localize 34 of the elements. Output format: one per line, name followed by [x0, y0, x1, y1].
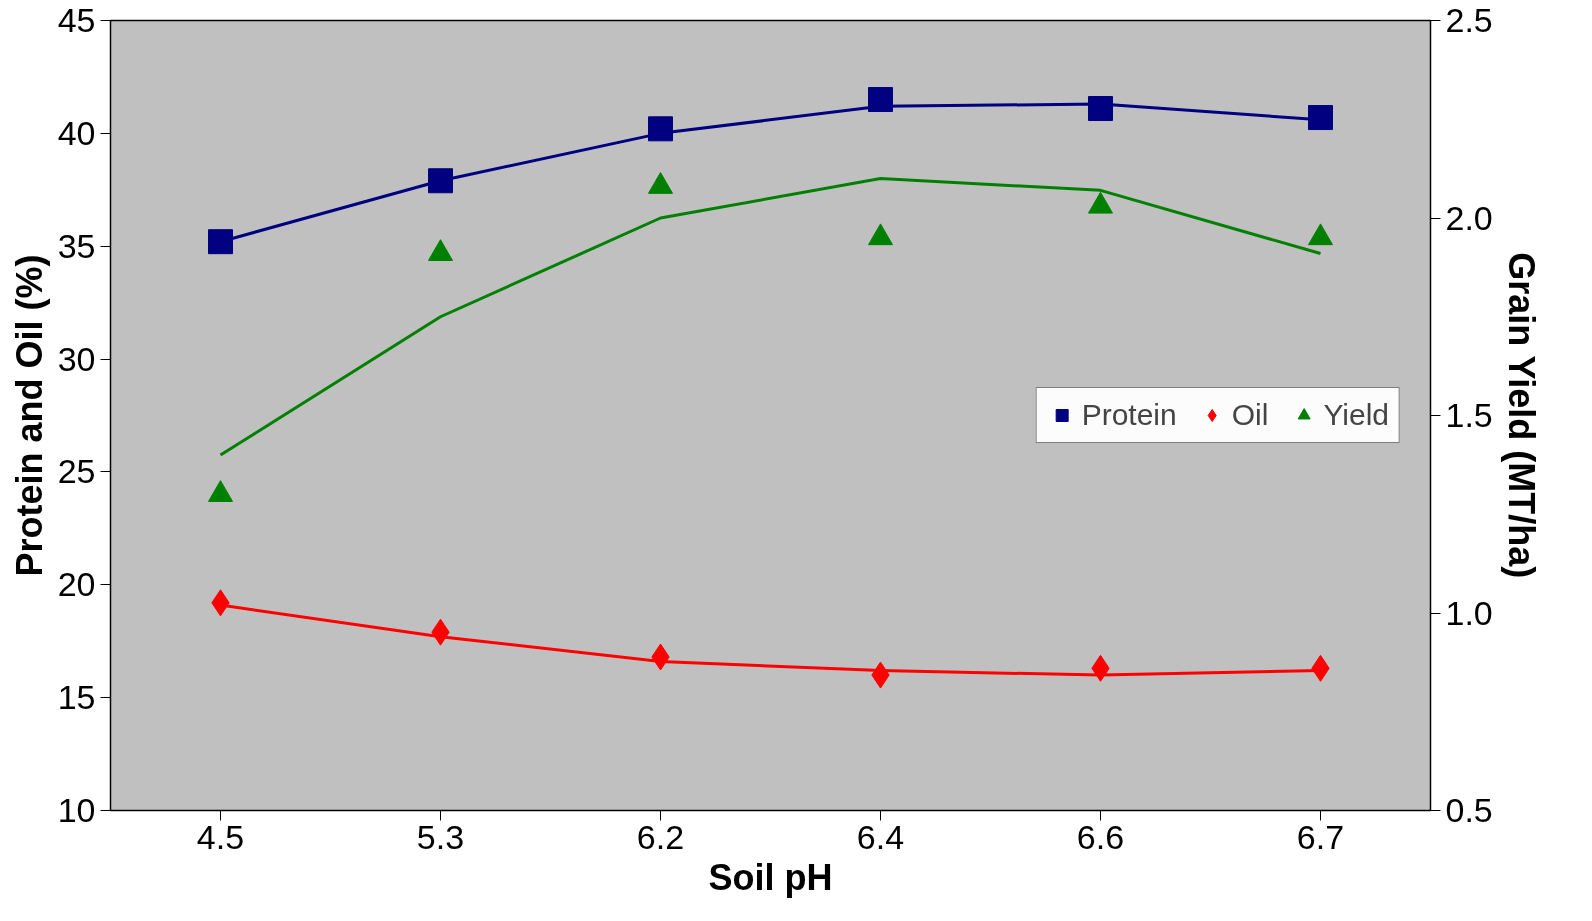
- y2-tick-label: 1.0: [1445, 593, 1493, 632]
- y-tick-label: 10: [57, 791, 96, 829]
- x-tick-label: 5.3: [416, 817, 465, 856]
- x-tick-label: 6.7: [1296, 817, 1345, 856]
- y-axis-title: Protein and Oil (%): [8, 254, 50, 577]
- point: [1088, 191, 1113, 214]
- y-tick-label: 30: [57, 339, 96, 378]
- y2-tick-label: 1.5: [1445, 396, 1493, 434]
- x-tick-label: 6.2: [636, 817, 685, 856]
- y-tick-label: 20: [57, 565, 96, 604]
- point: [648, 172, 673, 194]
- y2-tick-label: 2.5: [1445, 1, 1493, 39]
- y2-tick-label: 2.0: [1445, 198, 1493, 237]
- x-tick-label: 4.5: [196, 817, 245, 856]
- point: [428, 239, 453, 261]
- y-tick-label: 25: [57, 452, 96, 491]
- y-tick-label: 15: [57, 678, 96, 717]
- point: [868, 223, 893, 246]
- y-tick-label: 40: [57, 113, 96, 152]
- legend-label: Oil: [1231, 398, 1269, 432]
- y2-axis-title: Grain Yield (MT/ha): [1500, 252, 1542, 579]
- point: [208, 229, 233, 255]
- point: [1308, 105, 1333, 131]
- point: [208, 480, 233, 502]
- line-series: [219, 177, 1322, 457]
- x-axis-title: Soil pH: [708, 856, 833, 898]
- point: [1308, 223, 1333, 246]
- y-tick-label: 35: [57, 226, 96, 265]
- x-tick-label: 6.4: [856, 817, 905, 856]
- legend-label: Yield: [1323, 398, 1389, 432]
- x-tick-label: 6.6: [1076, 817, 1125, 856]
- y-tick-label: 45: [57, 1, 96, 39]
- legend-label: Protein: [1081, 398, 1177, 432]
- y2-tick-label: 0.5: [1445, 791, 1493, 829]
